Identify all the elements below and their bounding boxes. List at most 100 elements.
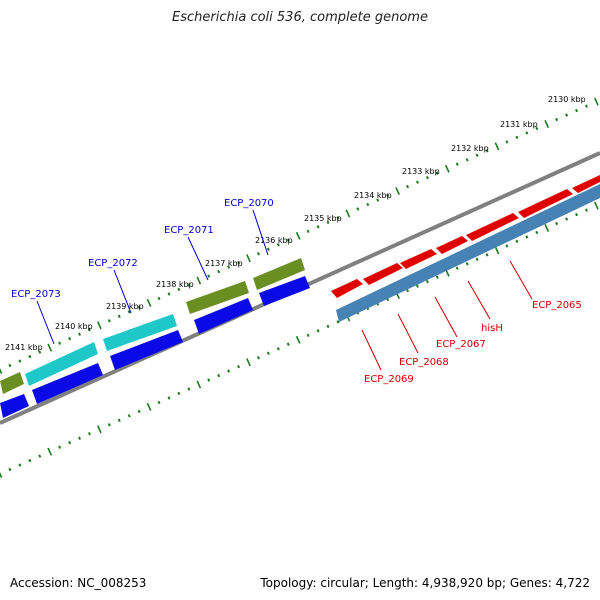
minor-tick	[555, 221, 559, 226]
minor-tick	[217, 269, 221, 274]
minor-tick	[565, 113, 569, 117]
kbp-label: 2141 kbp	[5, 343, 43, 352]
major-tick	[345, 209, 351, 218]
minor-tick	[207, 274, 211, 278]
minor-tick	[525, 235, 529, 239]
major-tick	[444, 164, 450, 173]
major-tick	[295, 335, 301, 344]
label-leader	[113, 269, 132, 314]
minor-tick	[366, 202, 370, 207]
cds-arrow	[110, 330, 183, 370]
major-tick	[47, 447, 53, 456]
label-leader	[361, 329, 382, 371]
minor-tick	[137, 305, 141, 310]
minor-tick	[326, 220, 330, 225]
gene-label: hisH	[481, 323, 503, 334]
major-tick	[146, 298, 152, 307]
minor-tick	[336, 320, 340, 324]
label-leader	[509, 260, 533, 300]
minor-tick	[306, 333, 310, 338]
scale-ticks-inner	[0, 201, 599, 478]
cds-arrow	[32, 363, 103, 404]
kbp-label: 2137 kbp	[205, 259, 243, 268]
minor-tick	[187, 283, 191, 287]
label-leader	[397, 313, 419, 354]
minor-tick	[117, 314, 121, 319]
minor-tick	[465, 158, 469, 162]
minor-tick	[475, 153, 479, 157]
cds-arrow	[194, 298, 253, 334]
minor-tick	[157, 400, 161, 405]
cds-arrow	[400, 249, 437, 269]
scale-ticks-outer	[0, 97, 599, 374]
cds-arrow	[572, 175, 600, 193]
minor-tick	[127, 414, 131, 418]
major-tick	[146, 402, 152, 411]
minor-tick	[306, 229, 310, 234]
major-tick	[246, 358, 251, 367]
minor-tick	[107, 319, 111, 323]
cds-arrow	[103, 314, 177, 351]
kbp-label: 2130 kbp	[548, 95, 586, 104]
minor-tick	[505, 140, 509, 144]
minor-tick	[535, 230, 539, 235]
minor-tick	[316, 329, 320, 333]
cds-arrow	[331, 279, 363, 298]
minor-tick	[207, 378, 211, 382]
label-leader	[467, 280, 491, 320]
cds-arrow	[0, 394, 29, 418]
forward-cds-row-lower	[0, 276, 310, 418]
major-tick	[196, 276, 202, 285]
minor-tick	[276, 347, 280, 351]
kbp-label: 2133 kbp	[402, 167, 440, 176]
major-tick	[246, 254, 251, 263]
kbp-label: 2134 kbp	[354, 191, 392, 200]
minor-tick	[87, 432, 91, 436]
minor-tick	[237, 364, 241, 369]
minor-tick	[406, 288, 410, 293]
minor-tick	[18, 359, 22, 363]
minor-tick	[58, 445, 62, 449]
minor-tick	[177, 287, 181, 292]
cds-arrow	[466, 213, 519, 241]
minor-tick	[38, 350, 42, 354]
gene-label: ECP_2070	[224, 198, 274, 209]
cds-arrow	[259, 276, 310, 306]
minor-tick	[505, 244, 509, 248]
minor-tick	[555, 117, 559, 122]
minor-tick	[575, 212, 579, 217]
minor-tick	[177, 391, 181, 396]
minor-tick	[535, 126, 539, 131]
minor-tick	[68, 441, 72, 445]
minor-tick	[137, 409, 141, 414]
minor-tick	[575, 108, 579, 113]
major-tick	[594, 201, 599, 210]
minor-tick	[435, 275, 439, 279]
minor-tick	[187, 387, 191, 391]
major-tick	[395, 187, 400, 196]
label-leader	[187, 236, 209, 281]
minor-tick	[256, 356, 260, 360]
kbp-label: 2140 kbp	[55, 322, 93, 331]
minor-tick	[316, 225, 320, 229]
cds-arrow	[363, 263, 403, 285]
forward-cds-row-upper	[0, 258, 305, 394]
minor-tick	[485, 149, 489, 153]
minor-tick	[415, 180, 419, 184]
minor-tick	[435, 171, 439, 175]
minor-tick	[485, 253, 489, 257]
major-tick	[295, 231, 301, 240]
minor-tick	[584, 208, 588, 212]
gene-label: ECP_2067	[436, 339, 486, 350]
minor-tick	[425, 279, 429, 284]
major-tick	[97, 425, 102, 434]
minor-tick	[286, 342, 290, 346]
minor-tick	[227, 265, 231, 269]
label-leader	[252, 209, 269, 256]
cds-arrow	[518, 189, 573, 218]
minor-tick	[276, 243, 280, 247]
minor-tick	[475, 257, 479, 261]
gene-label: ECP_2073	[11, 289, 61, 300]
minor-tick	[78, 332, 82, 336]
